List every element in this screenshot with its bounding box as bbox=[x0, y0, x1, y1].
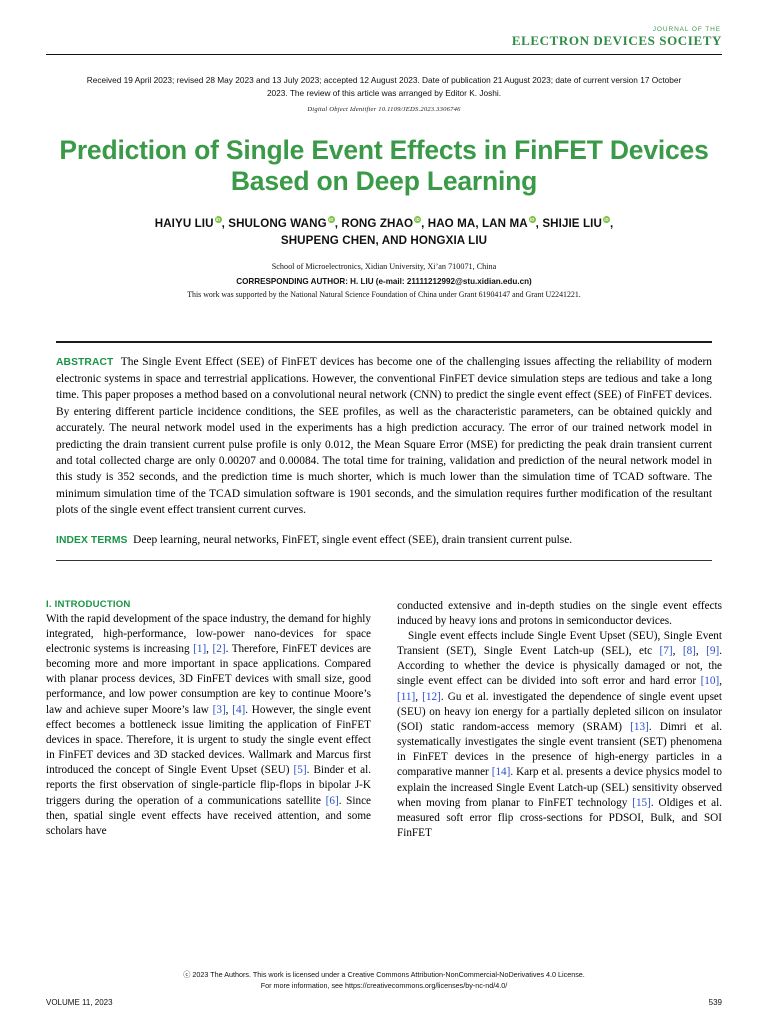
paragraph-intro-left: With the rapid development of the space … bbox=[46, 612, 371, 840]
author-hao-ma-lan-ma: , HAO MA, LAN MA bbox=[421, 217, 528, 231]
text-run: . Dimri et al. systematically investigat… bbox=[397, 720, 722, 779]
citation-ref-15[interactable]: [15] bbox=[632, 796, 651, 809]
text-run: . Karp et al. presents a device physics … bbox=[397, 766, 722, 809]
orcid-icon[interactable] bbox=[528, 216, 536, 224]
text-run: , bbox=[415, 690, 423, 703]
doi-line: Digital Object Identifier 10.1109/JEDS.2… bbox=[307, 106, 461, 114]
section-heading-introduction: I. INTRODUCTION bbox=[46, 598, 131, 610]
text-run: . Binder et al. reports the first observ… bbox=[46, 764, 371, 807]
footer-row: VOLUME 11, 2023 539 bbox=[46, 998, 722, 1007]
orcid-icon[interactable] bbox=[214, 216, 222, 224]
page-title: Prediction of Single Event Effects in Fi… bbox=[59, 135, 709, 197]
funding-note: This work was supported by the National … bbox=[187, 290, 581, 300]
author-list: HAIYU LIU , SHULONG WANG , RONG ZHAO , HAO … bbox=[46, 215, 722, 250]
abstract-top-divider bbox=[56, 341, 712, 344]
orcid-icon[interactable] bbox=[602, 216, 610, 224]
index-terms-text: Deep learning, neural networks, FinFET, … bbox=[133, 533, 573, 546]
paragraph-intro-right-2: Single event effects include Single Even… bbox=[397, 629, 722, 841]
citation-ref-12[interactable]: [12] bbox=[422, 690, 441, 703]
body-columns: I. INTRODUCTION With the rapid developme… bbox=[46, 599, 722, 842]
text-run: With the rapid development of the space … bbox=[46, 612, 371, 655]
abstract-block: ABSTRACT The Single Event Effect (SEE) o… bbox=[46, 341, 722, 561]
abstract-bottom-divider bbox=[56, 559, 712, 561]
citation-ref-5[interactable]: [5] bbox=[293, 764, 307, 777]
citation-ref-2[interactable]: [2] bbox=[212, 642, 226, 655]
citation-ref-1[interactable]: [1] bbox=[193, 642, 207, 655]
author-list-line-2: SHUPENG CHEN, AND HONGXIA LIU bbox=[280, 234, 488, 248]
text-run: Single event effects include Single Even… bbox=[397, 629, 722, 658]
index-terms-label: INDEX TERMS bbox=[56, 534, 128, 546]
left-column: I. INTRODUCTION With the rapid developme… bbox=[46, 599, 371, 842]
text-run: , bbox=[719, 675, 722, 688]
masthead-kicker: JOURNAL OF THE bbox=[652, 26, 721, 33]
index-terms-paragraph: INDEX TERMS Deep learning, neural networ… bbox=[56, 532, 712, 549]
author-haiyu-liu: HAIYU LIU bbox=[154, 217, 214, 231]
license-line-2[interactable]: For more information, see https://creati… bbox=[260, 981, 508, 991]
page-footer: ⓒ 2023 The Authors. This work is license… bbox=[46, 970, 722, 1007]
citation-ref-10[interactable]: [10] bbox=[700, 675, 720, 688]
author-shijie-liu: , SHIJIE LIU bbox=[535, 217, 602, 231]
citation-ref-9[interactable]: [9] bbox=[706, 645, 720, 658]
text-run: . Oldiges et al. measured soft error fli… bbox=[397, 796, 723, 840]
text-run: . Therefore, FinFET devices are becoming… bbox=[46, 642, 372, 716]
right-column: conducted extensive and in-depth studies… bbox=[397, 599, 722, 842]
paragraph-intro-right-1: conducted extensive and in-depth studies… bbox=[397, 599, 722, 627]
citation-ref-7[interactable]: [7] bbox=[659, 645, 673, 658]
journal-masthead: JOURNAL OF THE ELECTRON DEVICES SOCIETY bbox=[46, 0, 722, 49]
affiliation: School of Microelectronics, Xidian Unive… bbox=[271, 261, 497, 271]
page-number: 539 bbox=[708, 998, 722, 1007]
text-run: . Gu et al. investigated the dependence … bbox=[397, 690, 722, 733]
citation-ref-14[interactable]: [14] bbox=[491, 766, 511, 779]
citation-ref-8[interactable]: [8] bbox=[682, 645, 696, 658]
citation-ref-11[interactable]: [11] bbox=[397, 690, 416, 703]
text-run: , bbox=[206, 642, 213, 655]
masthead-divider bbox=[46, 54, 722, 56]
author-comma: , bbox=[609, 217, 614, 231]
citation-ref-6[interactable]: [6] bbox=[325, 794, 339, 807]
citation-ref-3[interactable]: [3] bbox=[212, 703, 226, 716]
text-run: . According to whether the device is phy… bbox=[397, 645, 722, 688]
text-run: , bbox=[225, 703, 233, 716]
abstract-label: ABSTRACT bbox=[56, 357, 114, 369]
citation-ref-13[interactable]: [13] bbox=[630, 720, 649, 733]
orcid-icon[interactable] bbox=[414, 216, 422, 224]
author-rong-zhao: , RONG ZHAO bbox=[334, 217, 414, 231]
abstract-text: The Single Event Effect (SEE) of FinFET … bbox=[56, 356, 712, 517]
text-run: . However, the single event effect becom… bbox=[46, 703, 372, 777]
author-shulong-wang: , SHULONG WANG bbox=[221, 217, 327, 231]
orcid-icon[interactable] bbox=[327, 216, 335, 224]
text-run: , bbox=[695, 645, 707, 658]
citation-ref-4[interactable]: [4] bbox=[232, 703, 246, 716]
license-line-1: ⓒ 2023 The Authors. This work is license… bbox=[183, 970, 585, 980]
publication-dates: Received 19 April 2023; revised 28 May 2… bbox=[86, 75, 682, 98]
text-run: . Since then, spatial single event effec… bbox=[46, 794, 372, 837]
abstract-paragraph: ABSTRACT The Single Event Effect (SEE) o… bbox=[56, 354, 712, 519]
masthead-journal-title: ELECTRON DEVICES SOCIETY bbox=[511, 33, 722, 49]
volume-label: VOLUME 11, 2023 bbox=[46, 998, 113, 1007]
text-run: , bbox=[672, 645, 683, 658]
corresponding-author: CORRESPONDING AUTHOR: H. LIU (e-mail: 21… bbox=[236, 277, 532, 287]
